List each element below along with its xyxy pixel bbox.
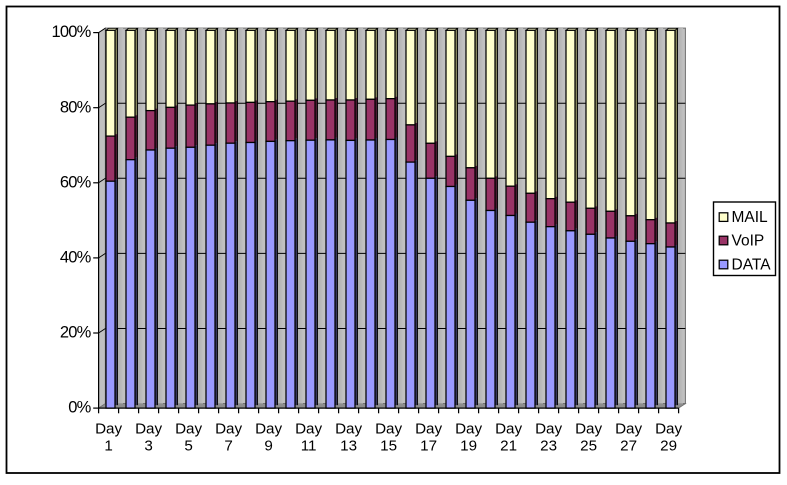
svg-text:27: 27 xyxy=(620,438,637,455)
svg-text:9: 9 xyxy=(264,438,272,455)
svg-text:21: 21 xyxy=(500,438,517,455)
svg-text:Day: Day xyxy=(575,421,602,438)
svg-text:19: 19 xyxy=(460,438,477,455)
svg-text:Day: Day xyxy=(295,421,322,438)
svg-text:7: 7 xyxy=(224,438,232,455)
svg-text:80%: 80% xyxy=(60,98,92,116)
svg-text:100%: 100% xyxy=(51,23,91,41)
svg-text:Day: Day xyxy=(495,421,522,438)
svg-text:60%: 60% xyxy=(60,173,92,191)
svg-text:Day: Day xyxy=(215,421,242,438)
svg-text:13: 13 xyxy=(340,438,357,455)
svg-text:3: 3 xyxy=(144,438,152,455)
svg-text:0%: 0% xyxy=(68,399,91,417)
svg-text:Day: Day xyxy=(655,421,682,438)
svg-text:1: 1 xyxy=(104,438,112,455)
svg-text:Day: Day xyxy=(335,421,362,438)
svg-text:MAIL: MAIL xyxy=(732,209,769,226)
svg-text:Day: Day xyxy=(175,421,202,438)
svg-text:Day: Day xyxy=(135,421,162,438)
svg-text:Day: Day xyxy=(95,421,122,438)
svg-text:5: 5 xyxy=(184,438,192,455)
svg-text:17: 17 xyxy=(420,438,437,455)
svg-text:Day: Day xyxy=(375,421,402,438)
svg-text:Day: Day xyxy=(615,421,642,438)
svg-text:Day: Day xyxy=(455,421,482,438)
svg-text:Day: Day xyxy=(535,421,562,438)
svg-text:15: 15 xyxy=(380,438,397,455)
svg-text:23: 23 xyxy=(540,438,557,455)
svg-text:VoIP: VoIP xyxy=(732,233,765,250)
svg-text:DATA: DATA xyxy=(732,257,772,274)
svg-text:40%: 40% xyxy=(60,249,92,267)
svg-text:Day: Day xyxy=(255,421,282,438)
svg-text:Day: Day xyxy=(415,421,442,438)
svg-text:25: 25 xyxy=(580,438,597,455)
svg-text:11: 11 xyxy=(301,438,317,455)
svg-text:20%: 20% xyxy=(60,324,92,342)
svg-text:29: 29 xyxy=(660,438,677,455)
